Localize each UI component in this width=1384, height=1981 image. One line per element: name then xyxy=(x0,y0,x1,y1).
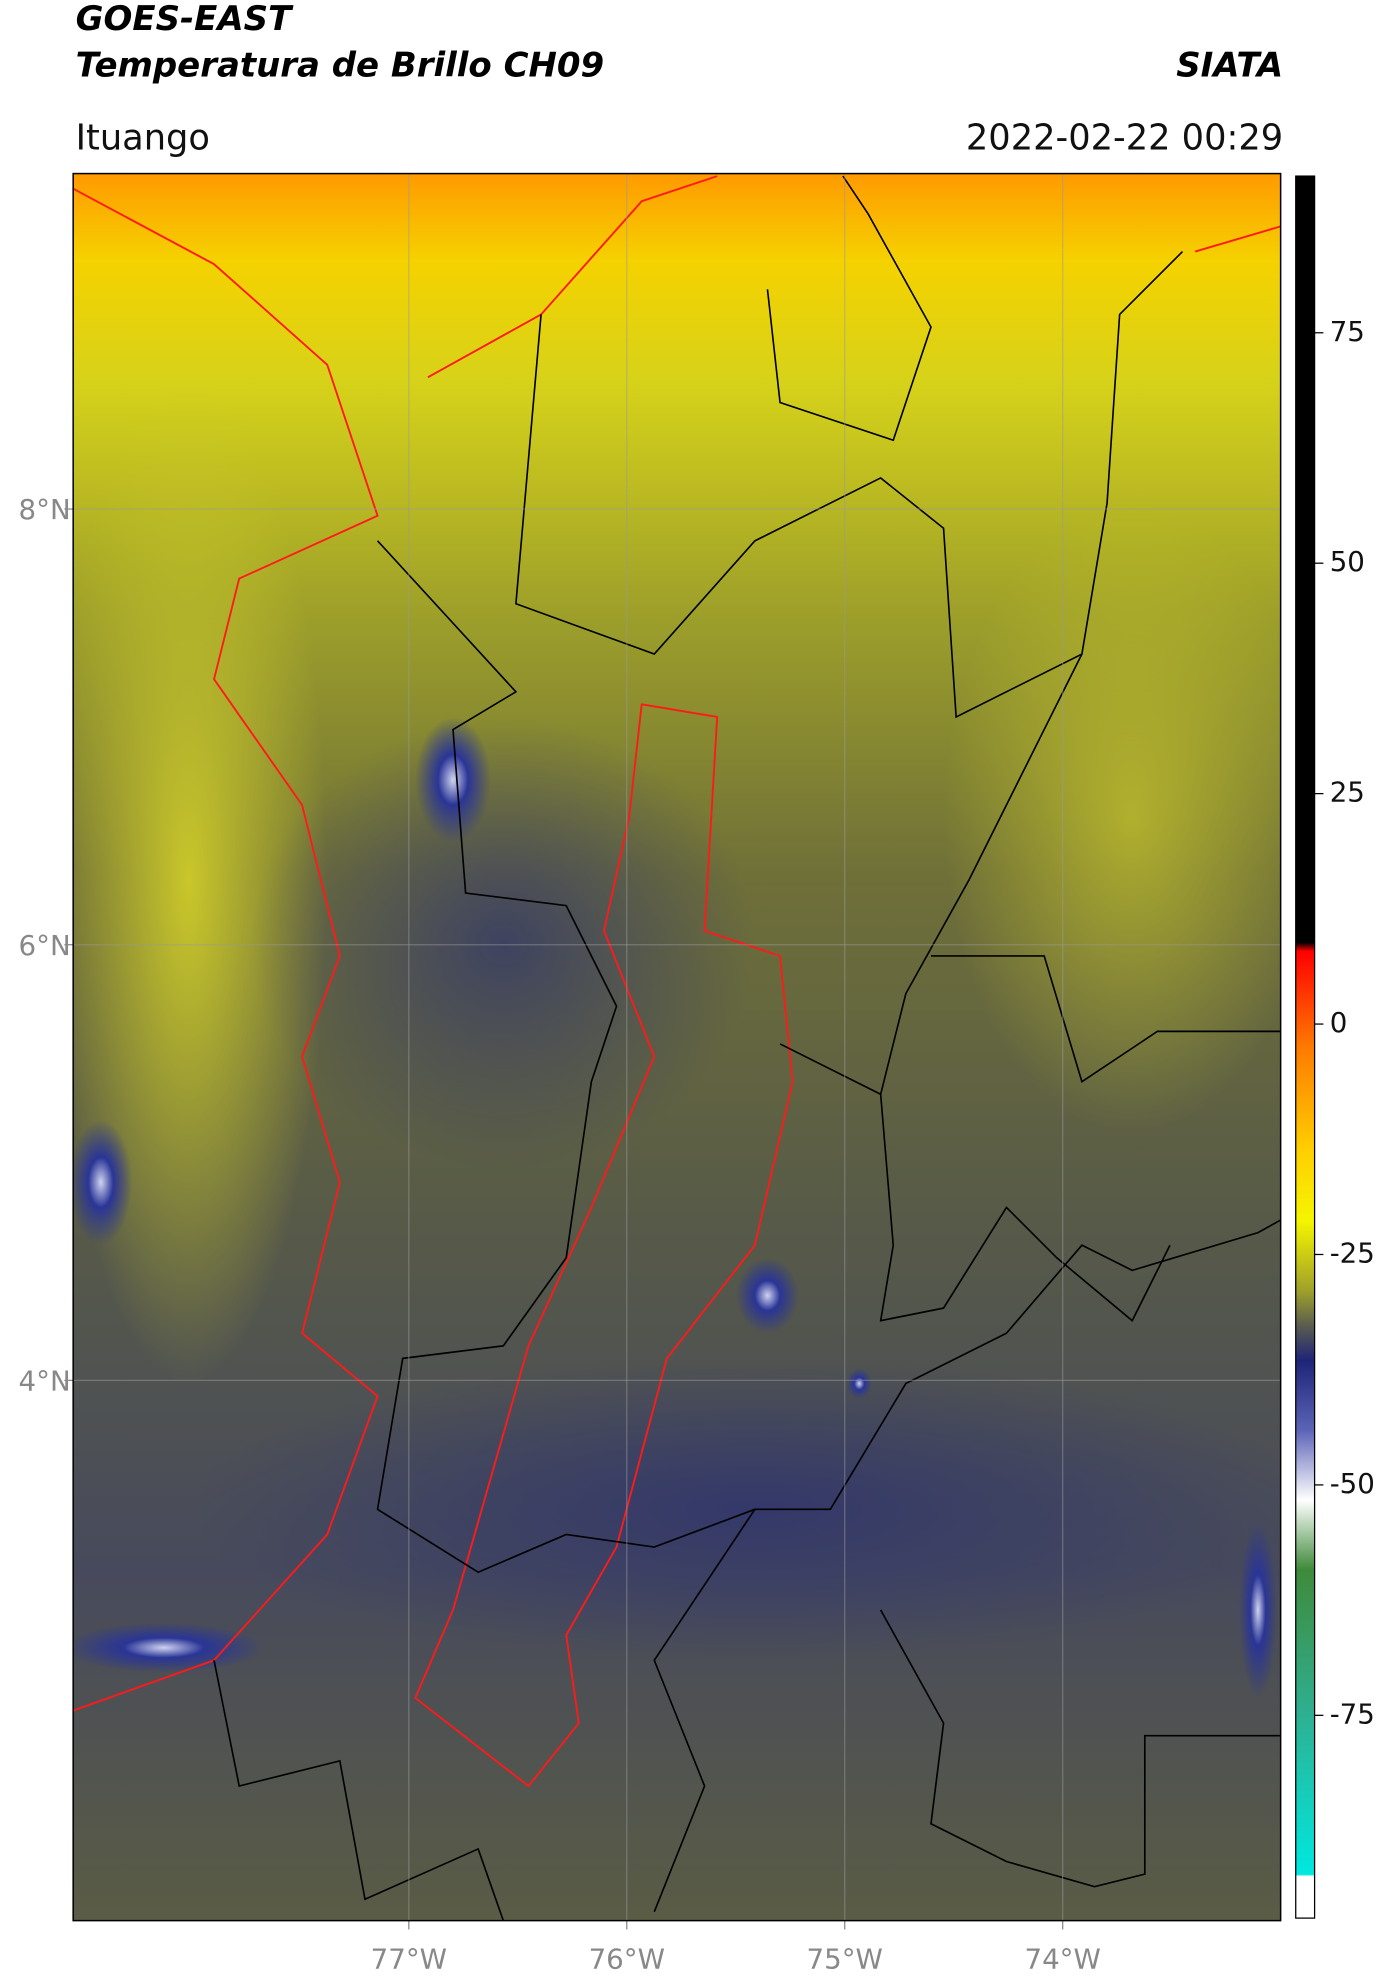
title: GOES-EAST xyxy=(76,0,294,39)
colorbar-ticks: 75 50 25 0 -25 -50 -75 xyxy=(1314,315,1375,1730)
colorbar-tick-label: 75 xyxy=(1330,315,1365,348)
colorbar-tick-label: 50 xyxy=(1330,545,1365,578)
organization: SIATA xyxy=(1176,46,1283,86)
x-tick-label: 76°W xyxy=(589,1942,665,1975)
colorbar-tick-label: 25 xyxy=(1330,776,1365,809)
colorbar-tick-label: -50 xyxy=(1330,1467,1375,1500)
y-tick-label: 8°N xyxy=(19,493,71,526)
colorbar xyxy=(1295,175,1316,1919)
datetime: 2022-02-22 00:29 xyxy=(966,118,1283,159)
grid: 77°W 76°W 75°W 74°W 8°N 6°N 4°N xyxy=(19,173,1281,1975)
colorbar-tick-label: 0 xyxy=(1330,1006,1348,1039)
location: Ituango xyxy=(76,118,210,159)
x-tick-label: 77°W xyxy=(371,1942,447,1975)
colorbar-tick-label: -25 xyxy=(1330,1236,1375,1269)
map-frame xyxy=(72,172,1282,1922)
satellite-image xyxy=(73,173,1281,1921)
subtitle: Temperatura de Brillo CH09 xyxy=(76,46,604,86)
colorbar-tick-label: -75 xyxy=(1330,1697,1375,1730)
y-tick-label: 6°N xyxy=(19,929,71,962)
x-tick-label: 74°W xyxy=(1024,1942,1100,1975)
y-tick-label: 4°N xyxy=(19,1364,71,1397)
x-tick-label: 75°W xyxy=(807,1942,883,1975)
